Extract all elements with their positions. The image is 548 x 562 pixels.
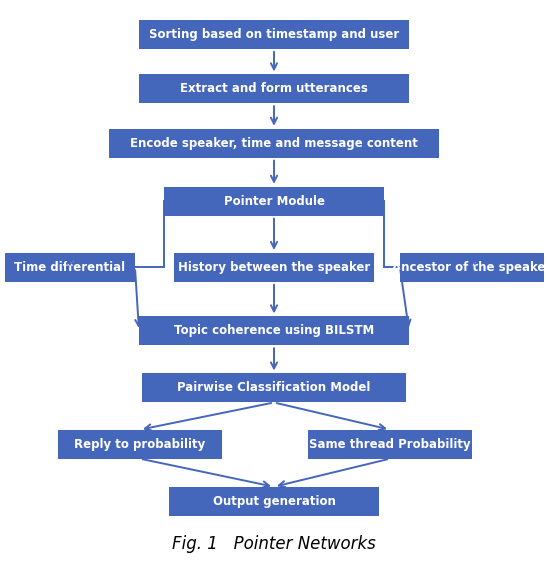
Text: Pairwise Classification Model: Pairwise Classification Model <box>178 382 370 395</box>
FancyBboxPatch shape <box>58 430 222 459</box>
FancyBboxPatch shape <box>139 316 409 346</box>
FancyBboxPatch shape <box>142 374 406 402</box>
Text: Sorting based on timestamp and user: Sorting based on timestamp and user <box>149 28 399 41</box>
FancyBboxPatch shape <box>109 129 439 158</box>
Text: Time differential: Time differential <box>14 261 125 274</box>
Text: Ancestor of the speaker: Ancestor of the speaker <box>392 261 548 274</box>
Text: Extract and form utterances: Extract and form utterances <box>180 82 368 96</box>
FancyBboxPatch shape <box>174 253 374 282</box>
Text: Topic coherence using BILSTM: Topic coherence using BILSTM <box>174 324 374 337</box>
Text: Output generation: Output generation <box>213 495 335 508</box>
FancyBboxPatch shape <box>5 253 135 282</box>
Text: Fig. 1   Pointer Networks: Fig. 1 Pointer Networks <box>172 535 376 553</box>
FancyBboxPatch shape <box>139 74 409 103</box>
Text: Encode speaker, time and message content: Encode speaker, time and message content <box>130 137 418 149</box>
Text: Pointer Module: Pointer Module <box>224 194 324 208</box>
FancyBboxPatch shape <box>169 487 379 516</box>
Text: History between the speaker: History between the speaker <box>178 261 370 274</box>
Text: Reply to probability: Reply to probability <box>75 438 206 451</box>
FancyBboxPatch shape <box>139 20 409 49</box>
FancyBboxPatch shape <box>164 187 384 216</box>
Text: Same thread Probability: Same thread Probability <box>309 438 471 451</box>
FancyBboxPatch shape <box>308 430 472 459</box>
FancyBboxPatch shape <box>400 253 544 282</box>
